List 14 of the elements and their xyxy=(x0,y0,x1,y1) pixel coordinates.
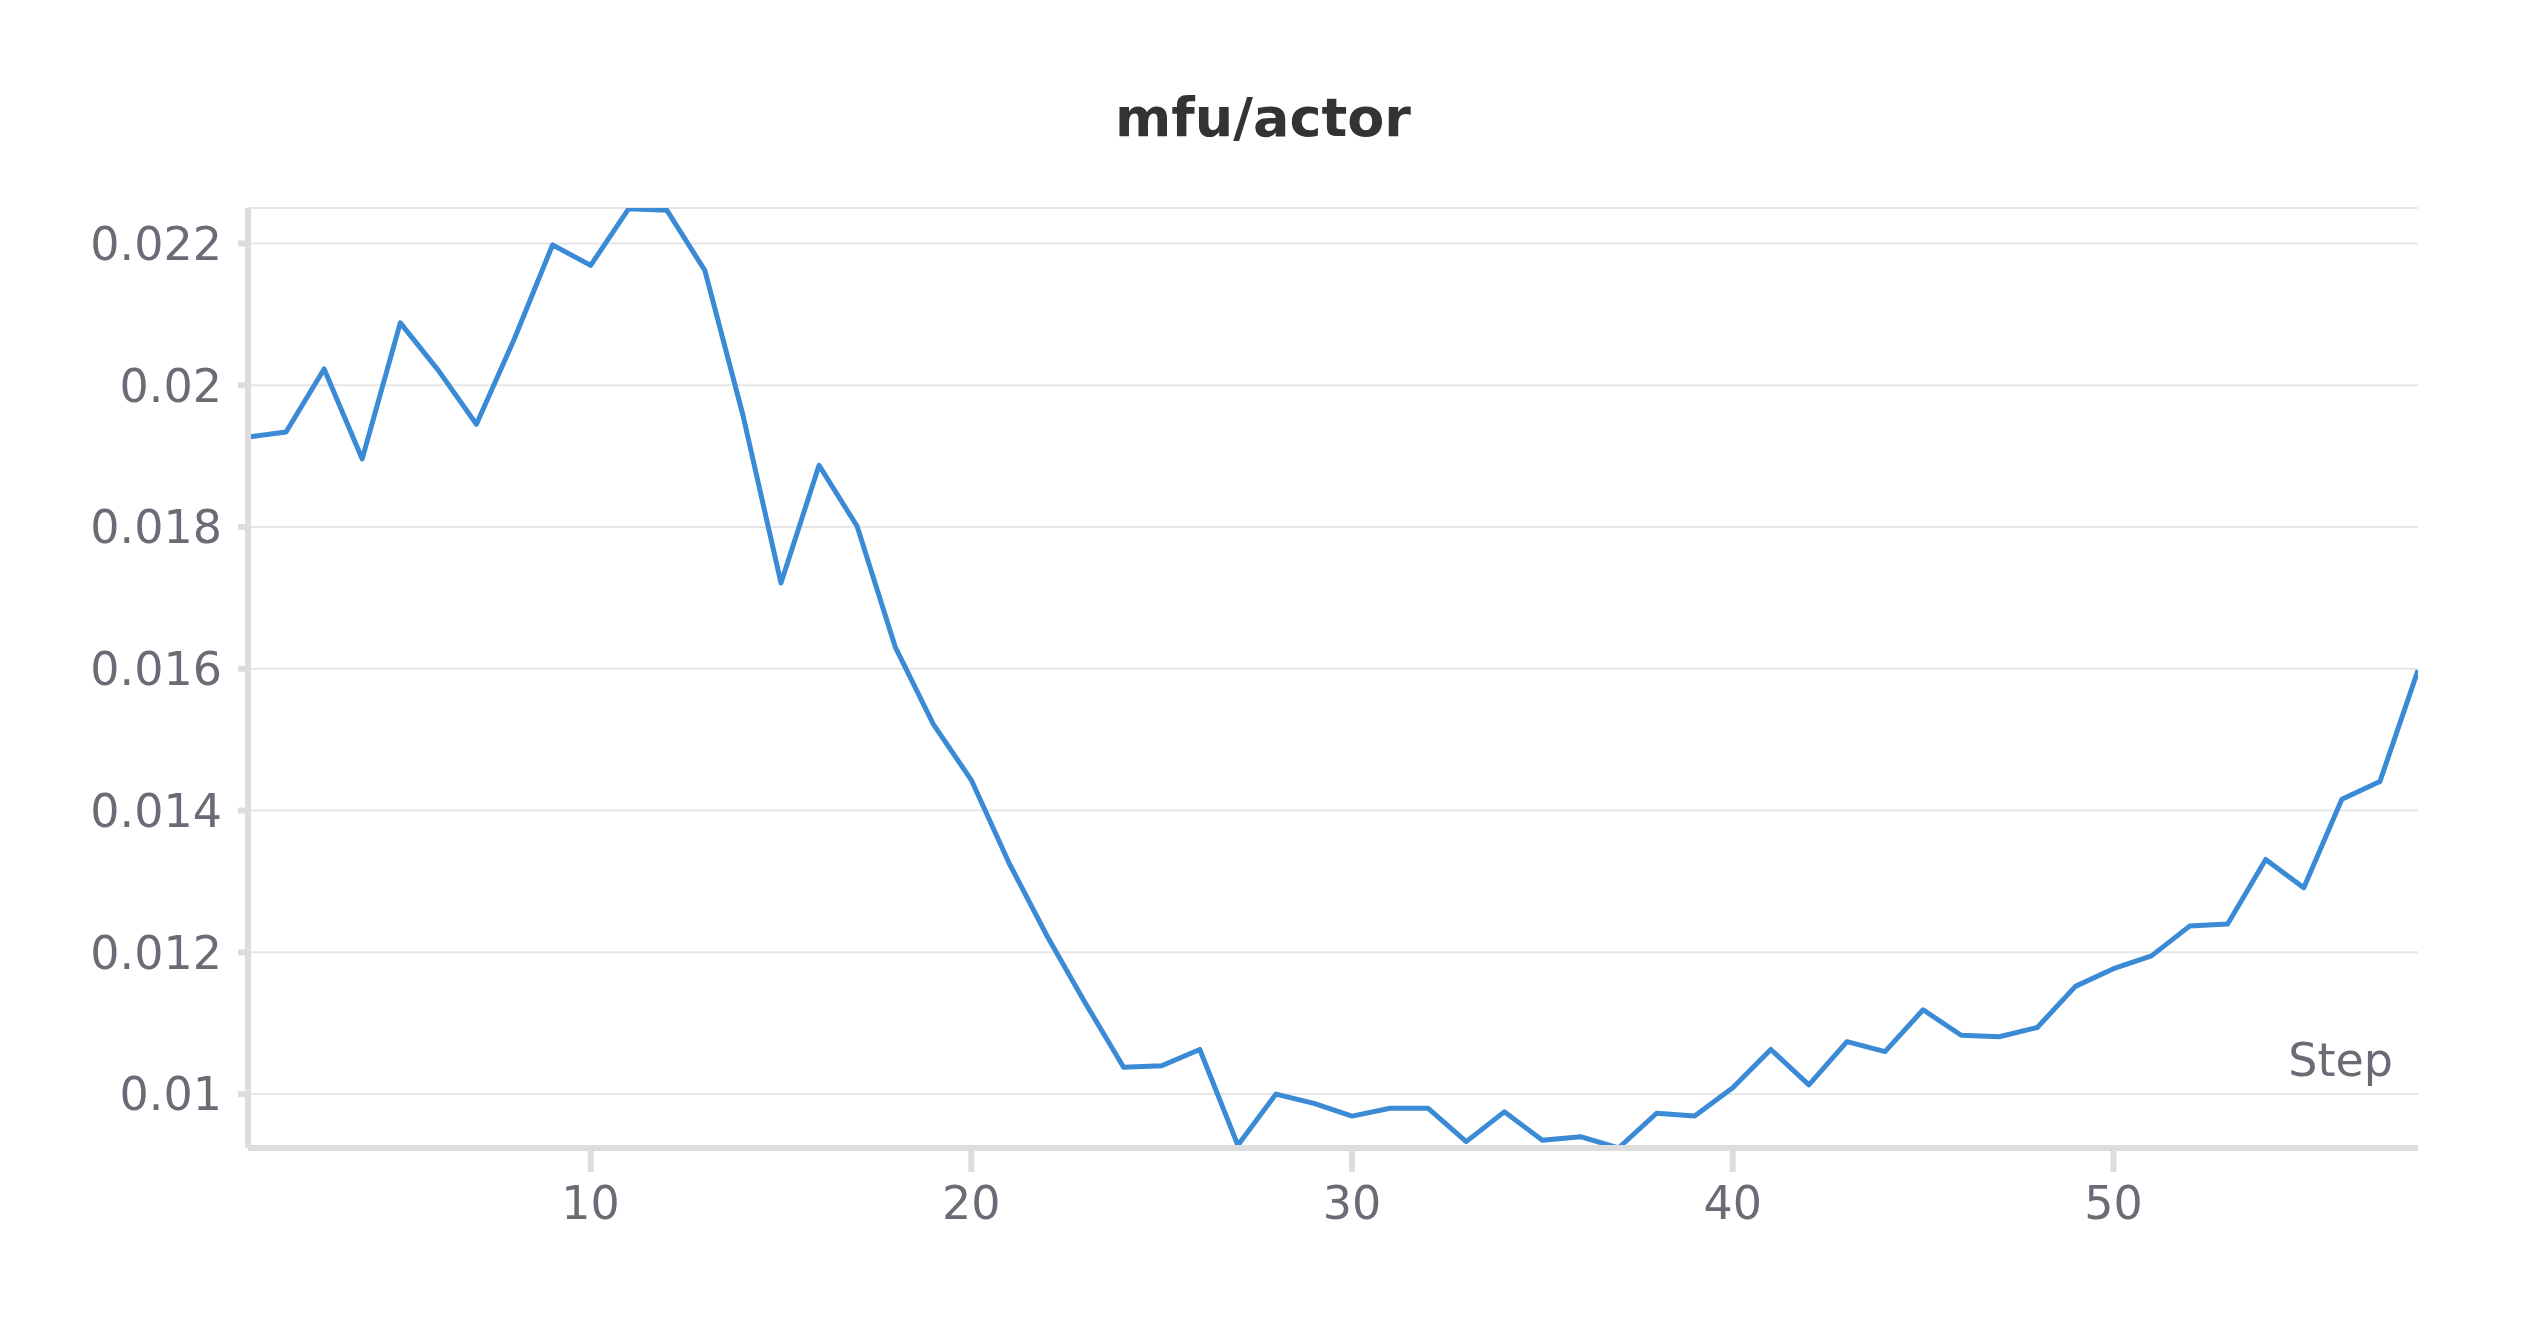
x-tick-label: 40 xyxy=(1703,1175,1763,1230)
x-tick-label: 20 xyxy=(942,1175,1001,1230)
y-tick-label: 0.01 xyxy=(119,1067,222,1122)
y-tick-label: 0.012 xyxy=(90,925,222,980)
y-tick-label: 0.018 xyxy=(90,500,222,555)
y-tick-label: 0.02 xyxy=(119,358,222,413)
x-tick-label: 50 xyxy=(2084,1175,2143,1230)
x-tick-label: 10 xyxy=(561,1175,620,1230)
y-tick-label: 0.016 xyxy=(90,642,222,697)
x-tick-label: 30 xyxy=(1322,1175,1382,1230)
x-axis-title: Step xyxy=(2288,1032,2393,1087)
y-tick-label: 0.014 xyxy=(90,783,222,838)
chart-title: mfu/actor xyxy=(1114,85,1412,151)
y-tick-label: 0.022 xyxy=(90,216,222,271)
